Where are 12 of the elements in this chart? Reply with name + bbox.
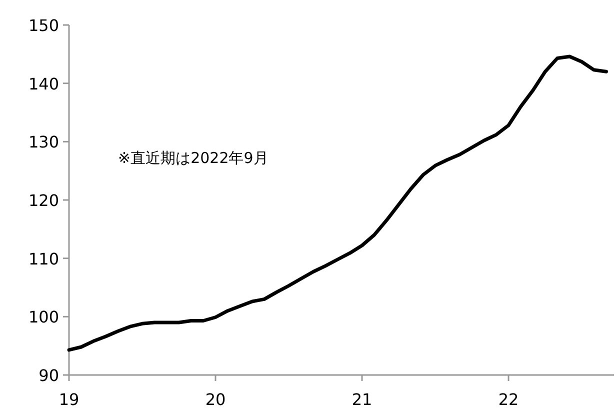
y-tick-label: 140 <box>28 74 59 94</box>
annotation: ※直近期は2022年9月 <box>118 149 268 167</box>
y-tick-label: 100 <box>28 308 59 327</box>
y-tick-label: 150 <box>28 16 59 35</box>
y-tick-label: 90 <box>38 366 59 385</box>
y-tick-label: 130 <box>28 132 59 152</box>
x-tick-label: 20 <box>205 390 226 409</box>
x-tick-label: 19 <box>58 390 80 409</box>
x-tick-label: 22 <box>498 390 519 409</box>
y-tick-label: 120 <box>28 191 59 210</box>
y-tick-label: 110 <box>28 249 59 268</box>
x-tick-label: 21 <box>352 390 372 409</box>
